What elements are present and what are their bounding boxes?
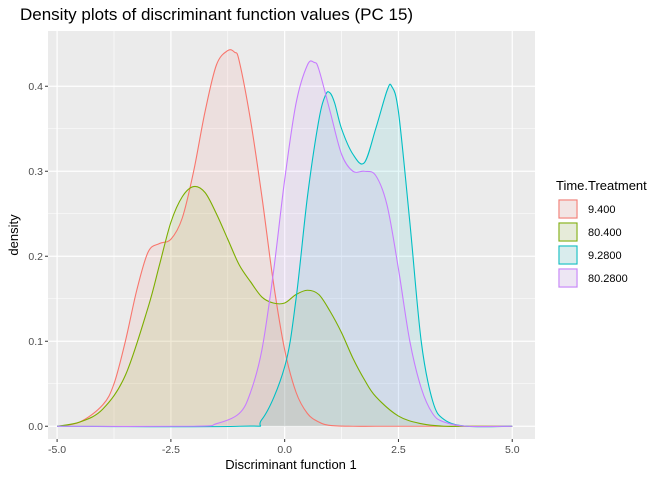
- legend-key-swatch: [558, 199, 578, 219]
- density-line-series-1: [56, 49, 513, 427]
- legend-item: 9.400: [558, 199, 616, 219]
- density-line-series-2: [56, 185, 513, 427]
- density-areas: [57, 49, 513, 427]
- density-line-series-4: [57, 60, 513, 428]
- y-axis: 0.0 0.1 0.2 0.3 0.4: [28, 81, 48, 433]
- legend-item: 9.2800: [558, 245, 622, 265]
- legend-item: 80.400: [558, 222, 622, 242]
- y-tick-label: 0.0: [28, 421, 43, 433]
- x-axis: -5.0 -2.5 0.0 2.5 5.0: [48, 439, 520, 456]
- legend-item: 80.2800: [558, 268, 628, 288]
- legend-label: 9.2800: [588, 250, 622, 262]
- density-lines: [56, 49, 513, 428]
- chart-title: Density plots of discriminant function v…: [20, 5, 413, 24]
- legend-label: 80.400: [588, 227, 622, 239]
- x-tick-label: 5.0: [505, 444, 520, 456]
- legend-label: 9.400: [588, 204, 616, 216]
- x-tick-label: -5.0: [48, 444, 66, 456]
- legend-key-background: [558, 222, 578, 242]
- y-tick-label: 0.3: [28, 166, 43, 178]
- legend-key-background: [558, 199, 578, 219]
- density-area-series-1: [57, 49, 513, 427]
- density-line-series-3: [57, 83, 513, 428]
- legend-key-background: [558, 268, 578, 288]
- legend-key-swatch: [558, 268, 578, 288]
- y-tick-label: 0.2: [28, 251, 43, 263]
- gridlines: [48, 31, 535, 439]
- x-tick-label: 2.5: [391, 444, 406, 456]
- plot-panel: [48, 31, 535, 439]
- legend-title: Time.Treatment: [556, 178, 647, 193]
- x-tick-label: 0.0: [277, 444, 292, 456]
- density-area-series-2: [57, 186, 513, 427]
- legend-label: 80.2800: [588, 273, 628, 285]
- y-axis-title: density: [6, 214, 21, 256]
- legend-key-swatch: [558, 222, 578, 242]
- density-area-series-4: [57, 60, 513, 427]
- density-area-series-3: [57, 84, 513, 427]
- y-tick-label: 0.4: [28, 81, 43, 93]
- y-tick-label: 0.1: [28, 336, 43, 348]
- legend-key-background: [558, 245, 578, 265]
- x-axis-title: Discriminant function 1: [225, 457, 357, 472]
- legend: Time.Treatment 9.400 80.400 9.2800 80.2800: [556, 178, 647, 288]
- legend-key-swatch: [558, 245, 578, 265]
- x-tick-label: -2.5: [162, 444, 180, 456]
